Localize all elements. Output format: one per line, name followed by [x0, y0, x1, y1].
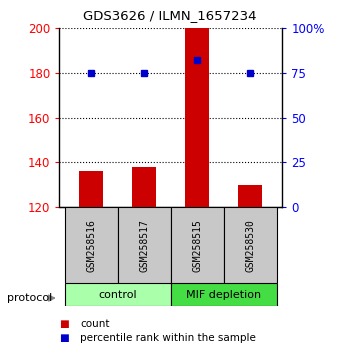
- Text: GSM258530: GSM258530: [245, 219, 255, 272]
- Bar: [171, 283, 277, 306]
- Text: GSM258517: GSM258517: [139, 219, 149, 272]
- Bar: [132, 167, 156, 207]
- Bar: [118, 207, 171, 283]
- Text: MIF depletion: MIF depletion: [186, 290, 261, 300]
- Text: ■: ■: [59, 333, 69, 343]
- Text: GSM258515: GSM258515: [192, 219, 202, 272]
- Text: control: control: [99, 290, 137, 300]
- Bar: [79, 171, 103, 207]
- Bar: [185, 28, 209, 207]
- Bar: [171, 207, 224, 283]
- Text: GSM258516: GSM258516: [86, 219, 96, 272]
- Bar: [65, 207, 118, 283]
- Bar: [224, 207, 277, 283]
- Bar: [65, 283, 171, 306]
- Text: GDS3626 / ILMN_1657234: GDS3626 / ILMN_1657234: [83, 9, 257, 22]
- Text: protocol: protocol: [7, 293, 52, 303]
- Text: count: count: [80, 319, 109, 329]
- Text: ■: ■: [59, 319, 69, 329]
- Bar: [238, 185, 262, 207]
- Text: percentile rank within the sample: percentile rank within the sample: [80, 333, 256, 343]
